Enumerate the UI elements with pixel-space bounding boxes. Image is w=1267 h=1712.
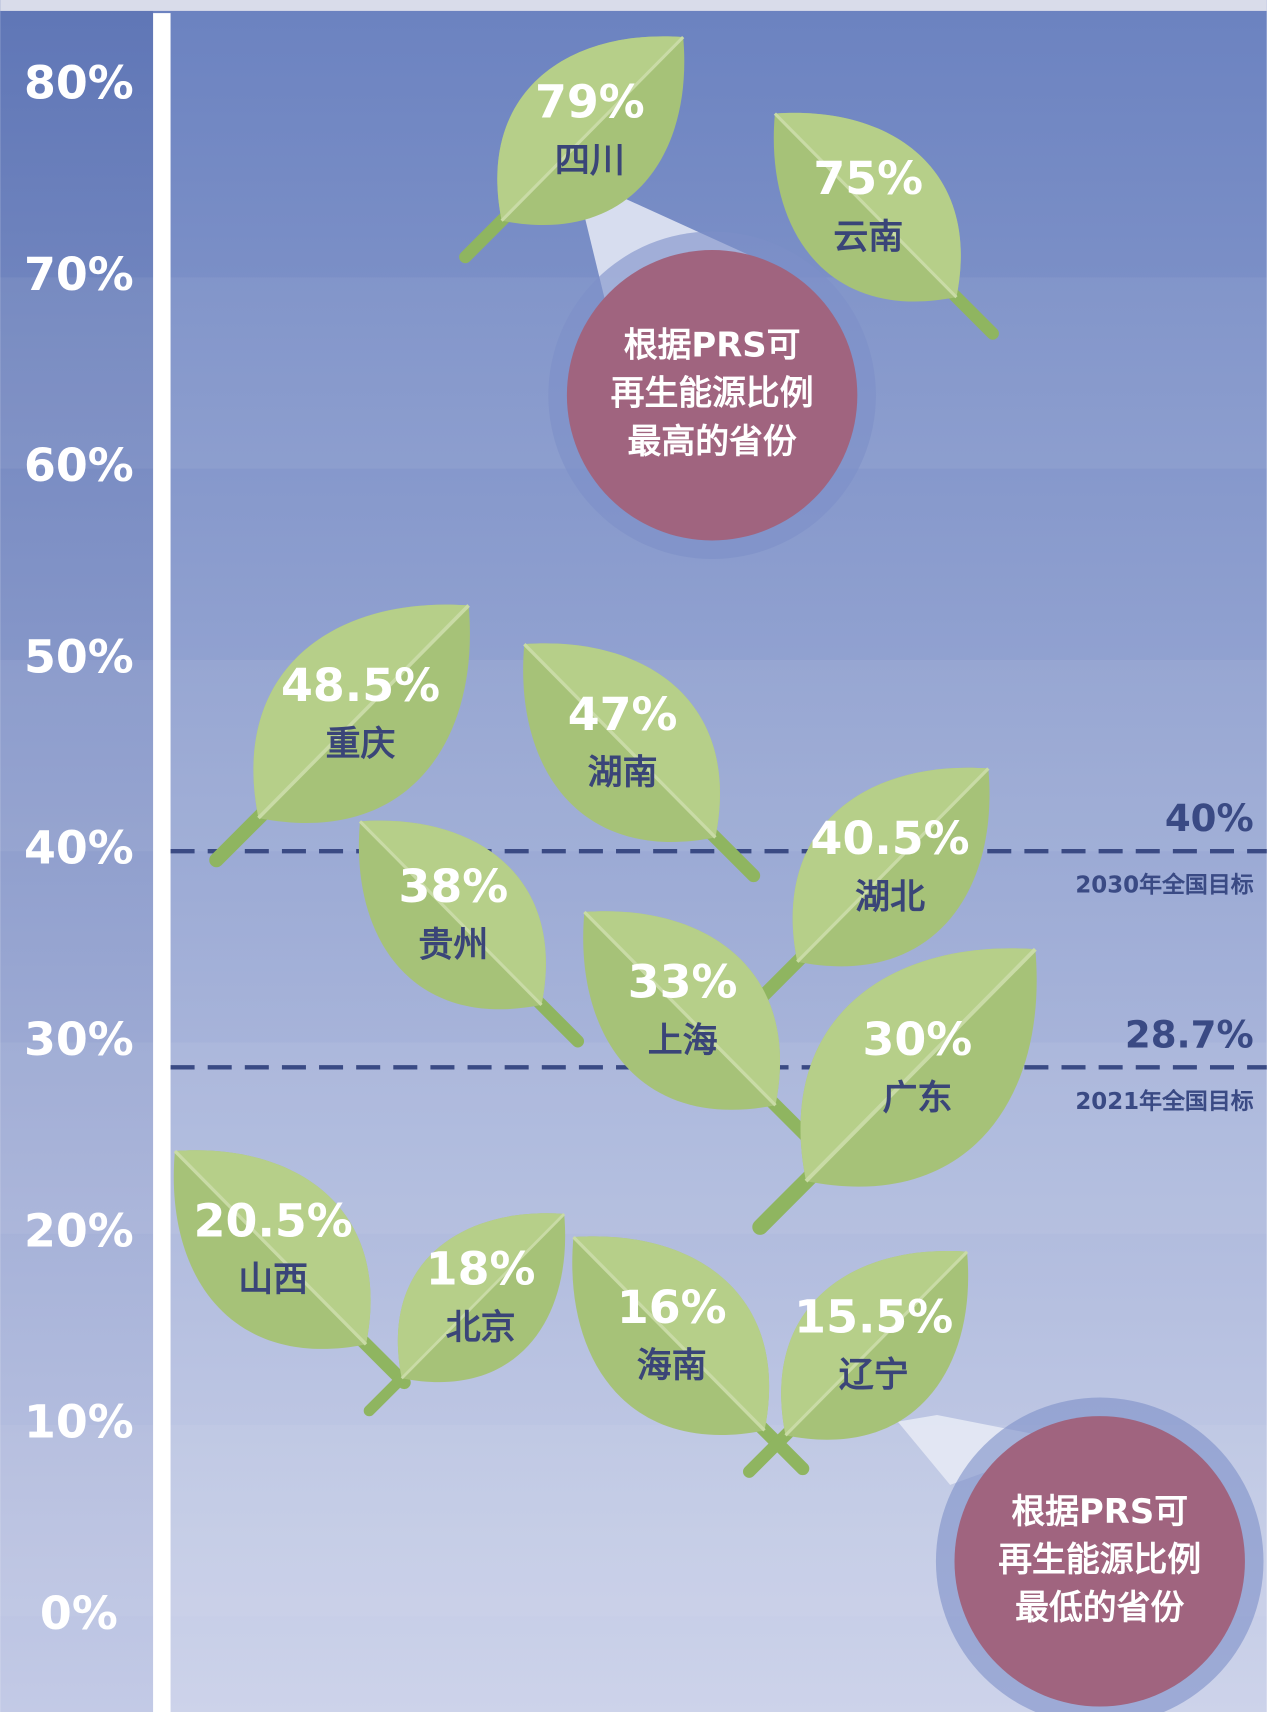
leaf-vein bbox=[257, 604, 470, 820]
value-label: 33% bbox=[628, 955, 738, 1009]
callout-text: 根据PRS可 bbox=[624, 326, 801, 365]
leaf-vein bbox=[523, 643, 717, 839]
leaf bbox=[363, 1212, 566, 1417]
callout-text: 最低的省份 bbox=[1015, 1588, 1184, 1627]
leaf-vein bbox=[572, 1235, 766, 1432]
leaf bbox=[773, 112, 999, 340]
leaf-vein bbox=[500, 35, 685, 222]
leaf-stem bbox=[530, 993, 585, 1048]
top-strip bbox=[0, 0, 1267, 11]
y-tick-label: 60% bbox=[24, 438, 134, 492]
category-label: 四川 bbox=[555, 141, 625, 181]
value-label: 15.5% bbox=[794, 1289, 953, 1343]
value-label: 38% bbox=[398, 859, 508, 913]
value-label: 16% bbox=[617, 1280, 727, 1334]
callout-text: 再生能源比例 bbox=[611, 374, 814, 413]
leaf bbox=[572, 1235, 810, 1476]
leaf-stem bbox=[209, 804, 272, 868]
category-label: 贵州 bbox=[418, 925, 488, 965]
category-label: 湖北 bbox=[855, 877, 925, 917]
y-tick-label: 40% bbox=[24, 821, 134, 875]
category-label: 山西 bbox=[238, 1260, 308, 1300]
category-label: 重庆 bbox=[326, 724, 396, 764]
leaf-stem bbox=[363, 1368, 412, 1417]
y-tick-label: 10% bbox=[24, 1395, 134, 1449]
value-label: 18% bbox=[426, 1242, 536, 1296]
leaf bbox=[523, 643, 761, 883]
value-label: 75% bbox=[813, 151, 923, 205]
leaf-vein bbox=[796, 767, 990, 963]
category-label: 北京 bbox=[446, 1307, 516, 1348]
leaf-vein bbox=[773, 112, 958, 299]
y-tick-label: 30% bbox=[24, 1012, 134, 1066]
y-tick-label: 20% bbox=[24, 1203, 134, 1257]
leaf-stem bbox=[752, 949, 810, 1007]
reference-label: 40% bbox=[1165, 797, 1254, 840]
reference-note: 2030年全国目标 bbox=[1075, 872, 1253, 899]
leaf bbox=[459, 35, 685, 264]
callout-circle bbox=[954, 1416, 1245, 1707]
leaf-stem bbox=[703, 825, 761, 883]
leaf bbox=[752, 767, 990, 1007]
leaf bbox=[209, 604, 470, 868]
leaf-stem bbox=[945, 285, 999, 340]
value-label: 30% bbox=[863, 1012, 973, 1066]
callout-text: 根据PRS可 bbox=[1011, 1492, 1188, 1531]
leaf-vein bbox=[804, 947, 1037, 1183]
leaf bbox=[583, 910, 821, 1150]
leaf bbox=[358, 820, 585, 1048]
leaf-stem bbox=[459, 209, 514, 264]
y-tick-label: 70% bbox=[24, 247, 134, 301]
reference-note: 2021年全国目标 bbox=[1075, 1088, 1253, 1115]
callout-text: 再生能源比例 bbox=[998, 1540, 1201, 1579]
axis-bar bbox=[153, 13, 171, 1712]
leaf bbox=[743, 1250, 969, 1478]
value-label: 79% bbox=[535, 75, 645, 129]
category-label: 湖南 bbox=[588, 753, 658, 793]
y-tick-label: 0% bbox=[40, 1586, 118, 1640]
callout-text: 最高的省份 bbox=[628, 422, 797, 461]
callout-circle bbox=[566, 250, 858, 541]
leaf-vein bbox=[358, 820, 543, 1007]
leaf-vein bbox=[583, 910, 777, 1107]
category-label: 广东 bbox=[882, 1078, 952, 1118]
leaf-vein bbox=[400, 1212, 566, 1380]
reference-label: 28.7% bbox=[1125, 1013, 1254, 1056]
y-tick-label: 80% bbox=[24, 56, 134, 110]
leaf-vein bbox=[784, 1250, 969, 1437]
y-tick-label: 50% bbox=[24, 629, 134, 683]
category-label: 辽宁 bbox=[839, 1356, 909, 1396]
leaf-vein bbox=[173, 1149, 368, 1346]
leaf-stem bbox=[752, 1166, 821, 1235]
category-label: 海南 bbox=[637, 1346, 707, 1386]
category-label: 云南 bbox=[833, 217, 903, 257]
value-label: 47% bbox=[568, 687, 678, 741]
value-label: 20.5% bbox=[194, 1194, 353, 1248]
leaf bbox=[752, 947, 1037, 1235]
leaf-stem bbox=[743, 1423, 797, 1478]
axis-background bbox=[0, 0, 154, 1712]
value-label: 40.5% bbox=[811, 811, 970, 865]
value-label: 48.5% bbox=[281, 658, 440, 712]
category-label: 上海 bbox=[648, 1021, 718, 1061]
leaf bbox=[173, 1149, 411, 1390]
